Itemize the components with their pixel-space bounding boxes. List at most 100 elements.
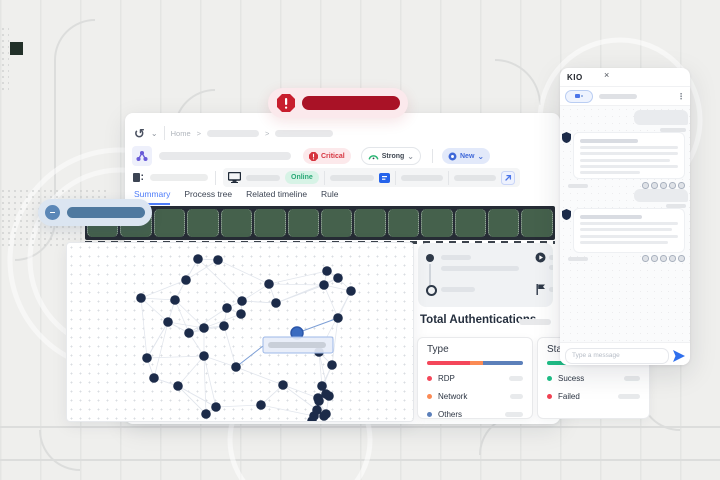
- placeholder-bar: [400, 174, 443, 181]
- breadcrumb-home[interactable]: Home: [170, 128, 191, 138]
- play-circle-icon: [535, 252, 546, 263]
- online-badge: Online: [285, 171, 319, 184]
- legend-row-success: Sucess: [547, 374, 640, 383]
- flag-icon: [536, 284, 545, 295]
- confidence-dropdown[interactable]: Strong ⌄: [360, 147, 421, 165]
- feedback-icons[interactable]: [642, 255, 685, 262]
- failed-dot-icon: [547, 394, 552, 399]
- monitor-icon: [228, 172, 241, 183]
- collapse-text-placeholder: [67, 207, 145, 218]
- history-icon[interactable]: ↺: [134, 125, 145, 141]
- legend-row-failed: Failed: [547, 392, 640, 401]
- type-card: Type RDP Network Others: [417, 337, 533, 419]
- placeholder-bar: [441, 255, 471, 260]
- blue-tag-icon: [378, 172, 390, 183]
- divider: [447, 170, 449, 185]
- title-placeholder: [519, 319, 551, 325]
- placeholder-bar: [549, 265, 553, 270]
- assistant-message-card: [573, 132, 685, 179]
- host-info-strip: Online: [223, 168, 520, 187]
- alert-toast[interactable]: [268, 88, 408, 118]
- value-placeholder: [509, 376, 523, 381]
- breadcrumb: ↺ ⌄ Home > >: [134, 123, 334, 143]
- rdp-dot-icon: [427, 376, 432, 381]
- alert-title-row: Critical Strong ⌄ New ⌄: [132, 146, 491, 166]
- timeline-card: [418, 243, 553, 307]
- message-meta-placeholder: [660, 128, 686, 132]
- message-meta-placeholder: [568, 257, 588, 261]
- placeholder-bar: [441, 287, 475, 292]
- list-icon: [133, 173, 143, 182]
- message-meta-placeholder: [666, 204, 686, 208]
- legend-row-rdp: RDP: [427, 374, 523, 383]
- external-link-icon[interactable]: [500, 170, 515, 185]
- send-icon[interactable]: [673, 349, 685, 362]
- process-band: [85, 206, 555, 240]
- breadcrumb-placeholder: [275, 129, 334, 137]
- section-title: Total Authentications: [420, 314, 537, 326]
- timeline-circle-icon: [426, 285, 437, 296]
- assistant-logo-icon: [562, 209, 571, 220]
- placeholder-bar: [453, 174, 496, 181]
- kio-assistant-panel: KIO × ⋮: [560, 68, 690, 365]
- placeholder-bar: [549, 255, 553, 260]
- user-message-bubble: [634, 189, 688, 202]
- kio-toolbar: ⋮: [560, 87, 690, 106]
- legend-row-network: Network: [427, 392, 523, 401]
- tab-related-timeline[interactable]: Related timeline: [246, 189, 308, 199]
- toolbar-placeholder: [599, 93, 637, 99]
- divider: [215, 170, 216, 185]
- asset-row: Online: [133, 168, 520, 187]
- type-card-title: Type: [427, 344, 449, 355]
- minus-circle-icon: –: [45, 205, 60, 220]
- placeholder-bar: [329, 174, 374, 181]
- others-dot-icon: [427, 412, 432, 417]
- collapse-control[interactable]: –: [38, 199, 152, 226]
- placeholder-bar: [441, 266, 519, 271]
- host-placeholder: [246, 174, 280, 181]
- asset-placeholder: [150, 174, 208, 181]
- tab-bar: Summary Process tree Related timeline Ru…: [134, 189, 339, 205]
- breadcrumb-placeholder: [207, 129, 260, 137]
- node-graph[interactable]: [67, 243, 413, 421]
- divider: [163, 126, 165, 140]
- target-dot-icon: [448, 152, 457, 160]
- user-message-bubble: [634, 110, 688, 125]
- tab-process-tree[interactable]: Process tree: [184, 189, 233, 199]
- node-graph-card[interactable]: [66, 242, 414, 422]
- tab-rule[interactable]: Rule: [321, 189, 339, 199]
- status-dropdown[interactable]: New ⌄: [442, 148, 491, 164]
- kebab-menu-icon[interactable]: ⋮: [677, 91, 685, 101]
- network-nodes-icon: [132, 146, 152, 166]
- value-placeholder: [510, 394, 523, 399]
- legend-row-others: Others: [427, 410, 523, 419]
- feedback-icons[interactable]: [642, 182, 685, 189]
- message-input[interactable]: [565, 347, 669, 364]
- severity-badge: Critical: [303, 148, 351, 164]
- model-chip[interactable]: [565, 89, 593, 103]
- success-dot-icon: [547, 376, 552, 381]
- kio-header: KIO ×: [560, 68, 690, 87]
- timeline-dot-icon: [426, 254, 434, 262]
- chevron-down-icon: ⌄: [407, 151, 414, 161]
- breadcrumb-separator: >: [196, 128, 202, 138]
- assistant-message-card: [573, 208, 685, 253]
- value-placeholder: [618, 394, 640, 399]
- type-distribution-bar: [427, 361, 523, 365]
- background-dot-strip: [0, 26, 9, 92]
- message-meta-placeholder: [568, 184, 588, 188]
- assistant-logo-icon: [562, 132, 571, 143]
- kio-chat-area: [560, 106, 690, 342]
- tab-summary[interactable]: Summary: [134, 189, 171, 205]
- chevron-down-icon: ⌄: [477, 151, 485, 161]
- close-icon[interactable]: ×: [604, 70, 610, 80]
- octagon-exclamation-icon: [309, 151, 318, 161]
- kio-input-row: [560, 342, 690, 365]
- divider: [323, 170, 325, 185]
- alert-text-placeholder: [302, 96, 400, 110]
- gauge-icon: [368, 155, 379, 160]
- chevron-down-icon[interactable]: ⌄: [150, 128, 158, 138]
- octagon-exclamation-icon: [277, 94, 295, 112]
- decor-square: [10, 42, 23, 55]
